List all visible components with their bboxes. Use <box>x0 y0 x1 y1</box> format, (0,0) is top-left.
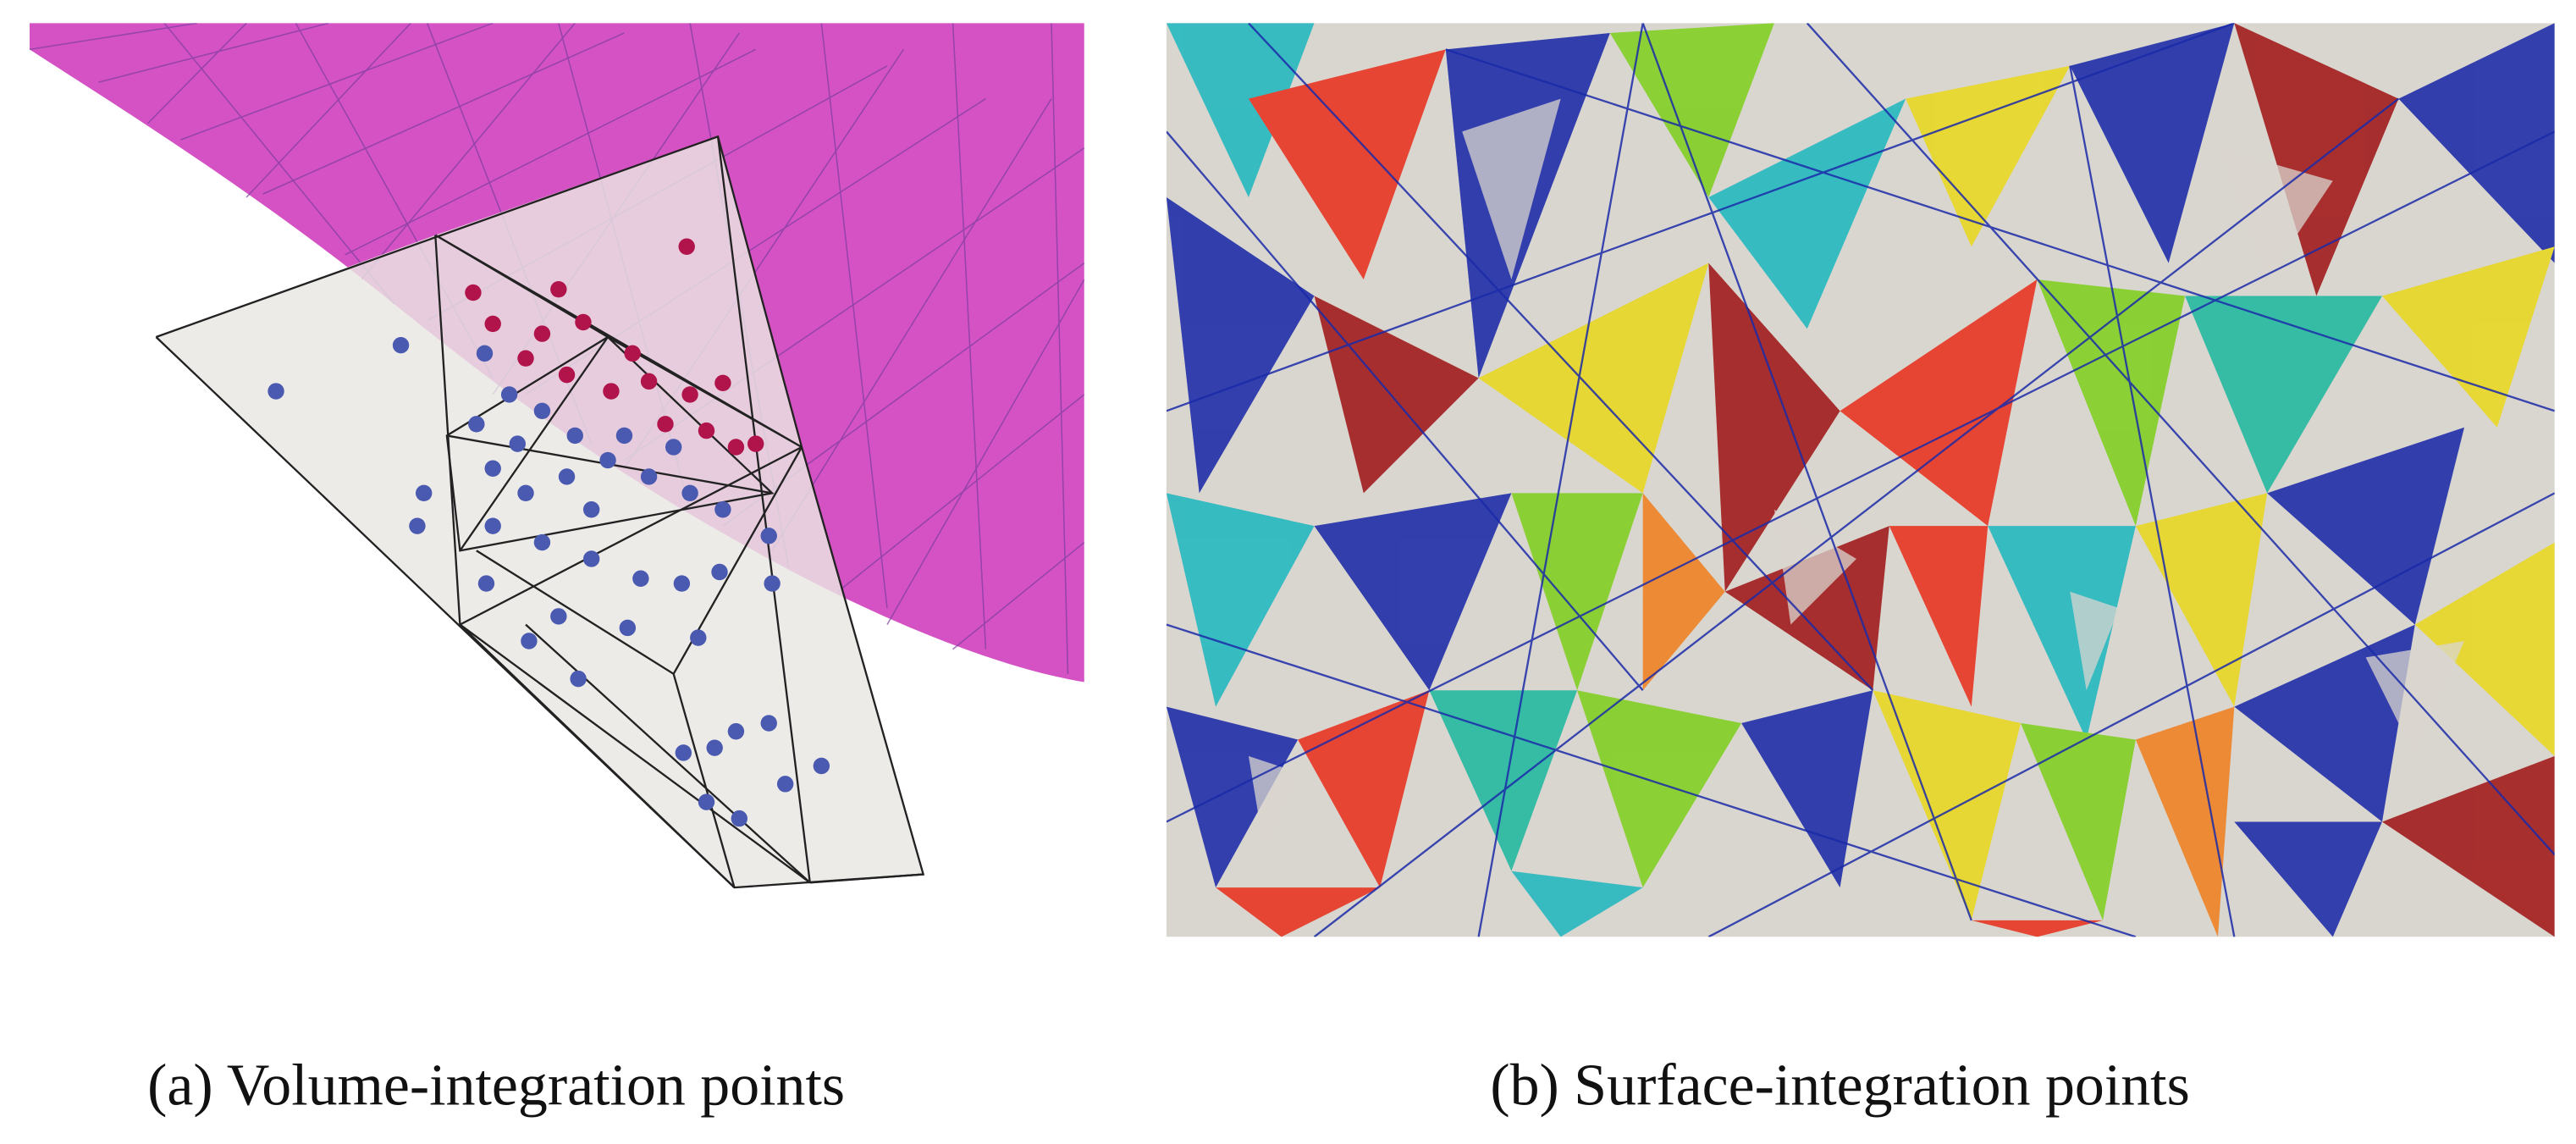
integration-points <box>268 238 830 827</box>
caption-b: (b) Surface-integration points <box>1490 1053 2189 1118</box>
caption-a: (a) Volume-integration points <box>147 1053 845 1118</box>
panel-a-image <box>29 23 1084 889</box>
panel-b-image <box>1166 23 2555 937</box>
